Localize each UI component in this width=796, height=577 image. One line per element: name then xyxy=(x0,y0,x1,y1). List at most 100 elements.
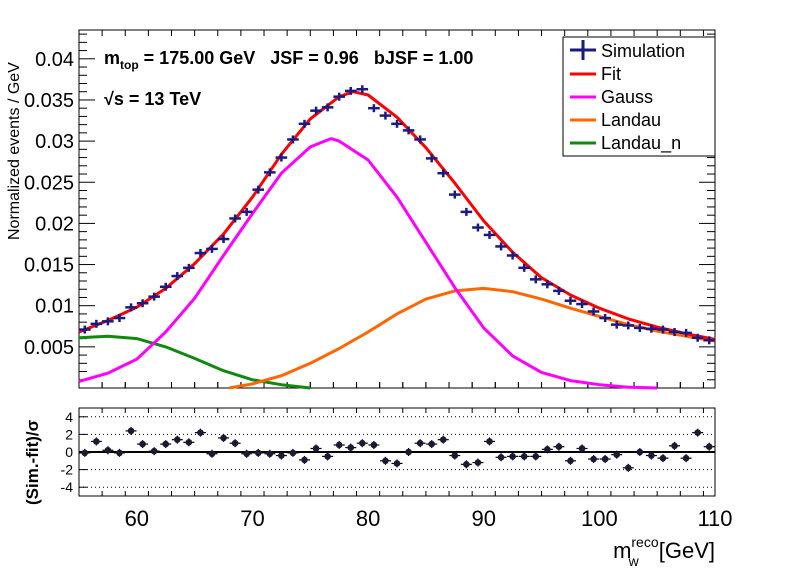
ratio-point-marker xyxy=(301,456,308,464)
ratio-point-marker xyxy=(162,440,170,448)
simulation-point xyxy=(657,325,669,334)
simulation-point xyxy=(240,207,253,216)
simulation-point xyxy=(610,320,623,329)
main-y-tick-label: 0.01 xyxy=(35,296,74,318)
ratio-point xyxy=(345,443,357,452)
ratio-point-marker xyxy=(127,427,135,435)
ratio-point-marker xyxy=(648,452,655,459)
ratio-point xyxy=(588,455,600,464)
main-y-tick-label: 0.02 xyxy=(35,213,74,235)
ratio-point-marker xyxy=(428,440,435,448)
ratio-point-marker xyxy=(405,448,412,456)
simulation-point xyxy=(275,153,288,162)
ratio-point xyxy=(264,449,276,458)
ratio-point xyxy=(437,435,449,444)
legend-label-landau: Landau xyxy=(601,110,661,130)
ratio-point xyxy=(218,433,230,442)
ratio-point-marker xyxy=(555,443,563,451)
simulation-point xyxy=(414,135,426,144)
simulation-point xyxy=(194,249,207,258)
ratio-point-marker xyxy=(393,460,401,467)
simulation-point xyxy=(553,286,565,295)
ratio-point xyxy=(611,450,623,459)
ratio-point xyxy=(137,440,149,449)
legend-label-landau-n: Landau_n xyxy=(601,133,681,154)
simulation-point xyxy=(217,235,230,244)
simulation-points xyxy=(78,85,716,345)
ratio-point-marker xyxy=(347,444,355,451)
simulation-point xyxy=(356,85,369,94)
simulation-point xyxy=(125,303,137,312)
ratio-point xyxy=(669,441,681,450)
main-plot-frame xyxy=(78,29,716,389)
ratio-point-marker xyxy=(197,429,204,436)
ratio-point-marker xyxy=(104,446,112,454)
ratio-point-marker xyxy=(532,453,540,460)
x-tick-label: 70 xyxy=(240,506,264,531)
ratio-point xyxy=(703,442,715,451)
ratio-point-marker xyxy=(705,443,713,451)
legend-label-simulation: Simulation xyxy=(601,41,685,61)
ratio-point-marker xyxy=(659,454,667,462)
simulation-point xyxy=(298,119,311,128)
ratio-point-marker xyxy=(116,449,123,457)
simulation-point xyxy=(402,126,415,135)
ratio-point-marker xyxy=(590,455,597,463)
ratio-y-tick-label: -4 xyxy=(61,479,74,495)
ratio-point-marker xyxy=(243,450,250,458)
ratio-point xyxy=(183,438,195,447)
x-tick-label: 80 xyxy=(356,506,380,531)
simulation-point xyxy=(344,86,357,95)
legend-entry-landau: Landau xyxy=(570,110,661,130)
ratio-point xyxy=(310,444,322,453)
ratio-point-marker xyxy=(220,434,227,442)
simulation-point xyxy=(634,323,646,332)
ratio-point-marker xyxy=(173,436,181,443)
ratio-point xyxy=(680,454,692,463)
ratio-point-marker xyxy=(254,449,262,457)
ratio-point xyxy=(484,437,496,446)
ratio-point-marker xyxy=(451,452,459,459)
simulation-point xyxy=(529,275,542,284)
ratio-point-marker xyxy=(486,438,493,445)
ratio-point-marker xyxy=(463,461,470,468)
simulation-point xyxy=(518,263,530,272)
ratio-point xyxy=(333,440,345,449)
ratio-point xyxy=(414,439,426,448)
x-axis-label: mreco w [GeV] xyxy=(613,534,715,569)
simulation-point xyxy=(310,106,322,115)
simulation-point xyxy=(183,263,195,272)
ratio-point xyxy=(379,456,391,465)
main-y-tick-label: 0.025 xyxy=(24,172,74,194)
simulation-point xyxy=(541,280,554,289)
simulation-point xyxy=(229,214,241,223)
main-y-tick-label: 0.04 xyxy=(35,49,74,71)
simulation-point xyxy=(171,272,184,281)
ratio-point xyxy=(229,439,241,448)
ratio-point-marker xyxy=(231,439,239,447)
x-tick-label: 60 xyxy=(125,506,149,531)
ratio-points xyxy=(79,426,715,472)
simulation-point xyxy=(506,251,519,260)
landau-n-curve xyxy=(78,334,311,390)
ratio-point-marker xyxy=(497,453,505,461)
simulation-point xyxy=(159,282,172,291)
simulation-point xyxy=(333,92,345,101)
ratio-point xyxy=(148,447,160,456)
simulation-point xyxy=(587,307,600,316)
ratio-point xyxy=(403,448,415,456)
ratio-point-marker xyxy=(601,455,609,463)
ratio-point xyxy=(472,458,484,467)
ratio-point-marker xyxy=(694,429,701,436)
main-plot-axes: 0.005 0.01 0.015 0.02 0.025 0.03 0.035 0.04 xyxy=(24,30,715,388)
ratio-point-marker xyxy=(289,449,297,457)
ratio-point xyxy=(160,440,172,449)
ratio-point xyxy=(252,448,264,457)
simulation-point xyxy=(622,321,635,330)
ratio-point-marker xyxy=(370,441,378,449)
simulation-point xyxy=(495,242,507,251)
legend-entry-landau-n: Landau_n xyxy=(570,133,681,154)
ratio-point xyxy=(530,452,542,461)
ratio-point xyxy=(171,435,183,444)
ratio-point xyxy=(102,446,114,455)
